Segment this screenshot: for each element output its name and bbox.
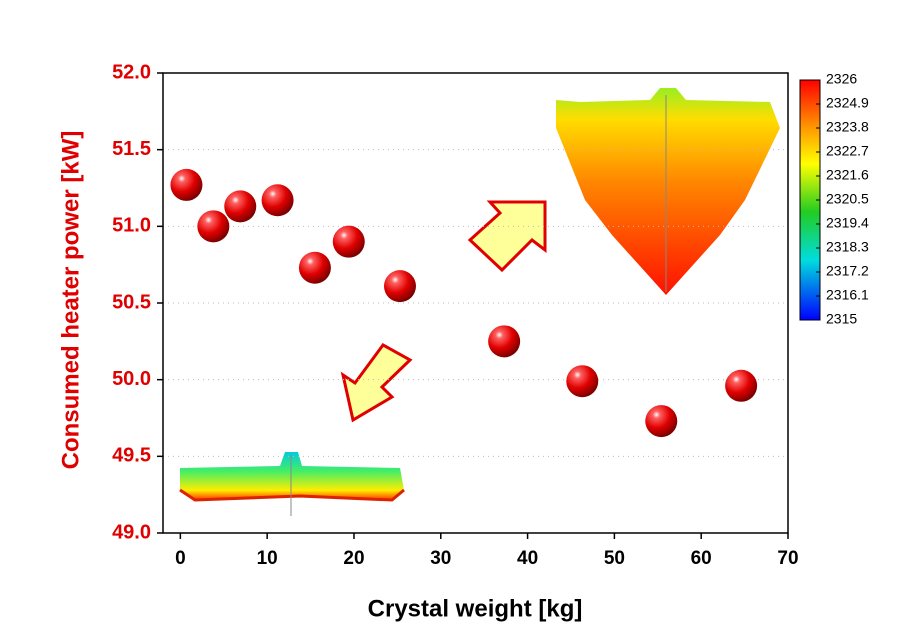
x-tick-label: 20 xyxy=(343,548,364,569)
y-tick-label: 49.5 xyxy=(112,445,151,467)
data-point xyxy=(197,210,230,243)
colorbar-tick-label: 2319.4 xyxy=(826,215,869,231)
colorbar-tick-label: 2323.8 xyxy=(826,119,869,135)
arrow-up xyxy=(467,200,547,273)
y-tick-label: 51.0 xyxy=(112,215,151,237)
data-point xyxy=(488,325,521,358)
colorbar: 2326 2324.9 2323.8 2322.7 2321.6 2320.5 2319.4… xyxy=(799,71,869,327)
colorbar-tick-label: 2322.7 xyxy=(826,143,869,159)
plot-frame xyxy=(162,72,789,534)
colorbar-tick-label: 2320.5 xyxy=(826,191,869,207)
data-point xyxy=(170,168,203,201)
x-tick-label: 50 xyxy=(604,548,625,569)
data-point xyxy=(566,365,599,398)
colorbar-tick-label: 2318.3 xyxy=(826,239,869,255)
y-tick-label: 50.5 xyxy=(112,291,151,313)
x-tick-label: 30 xyxy=(430,548,451,569)
inset-flat xyxy=(179,452,405,516)
x-tick-label: 10 xyxy=(257,548,278,569)
x-tick-label: 70 xyxy=(777,548,798,569)
data-point xyxy=(261,184,294,217)
y-tick-label: 52.0 xyxy=(112,61,151,83)
data-point xyxy=(298,251,331,284)
colorbar-tick-label: 2321.6 xyxy=(826,167,869,183)
y-tick-label: 49.0 xyxy=(112,521,151,543)
data-point xyxy=(332,225,365,258)
colorbar-tick-label: 2315 xyxy=(826,311,857,327)
y-tick-label: 51.5 xyxy=(112,138,151,160)
colorbar-tick-label: 2317.2 xyxy=(826,263,869,279)
colorbar-tick-label: 2326 xyxy=(826,71,857,87)
colorbar-tick-label: 2316.1 xyxy=(826,287,869,303)
data-point xyxy=(383,270,416,303)
y-axis-label: Consumed heater power [kW] xyxy=(57,131,84,470)
x-tick-label: 60 xyxy=(691,548,712,569)
inset-cone xyxy=(556,88,780,295)
y-tick-label: 50.0 xyxy=(112,368,151,390)
data-point xyxy=(725,369,758,402)
data-point xyxy=(645,405,678,438)
colorbar-tick-label: 2324.9 xyxy=(826,95,869,111)
x-tick-label: 0 xyxy=(175,548,186,569)
x-tick-label: 40 xyxy=(517,548,538,569)
arrow-down xyxy=(340,343,413,423)
x-axis-label: Crystal weight [kg] xyxy=(368,595,583,622)
data-point xyxy=(224,190,257,223)
